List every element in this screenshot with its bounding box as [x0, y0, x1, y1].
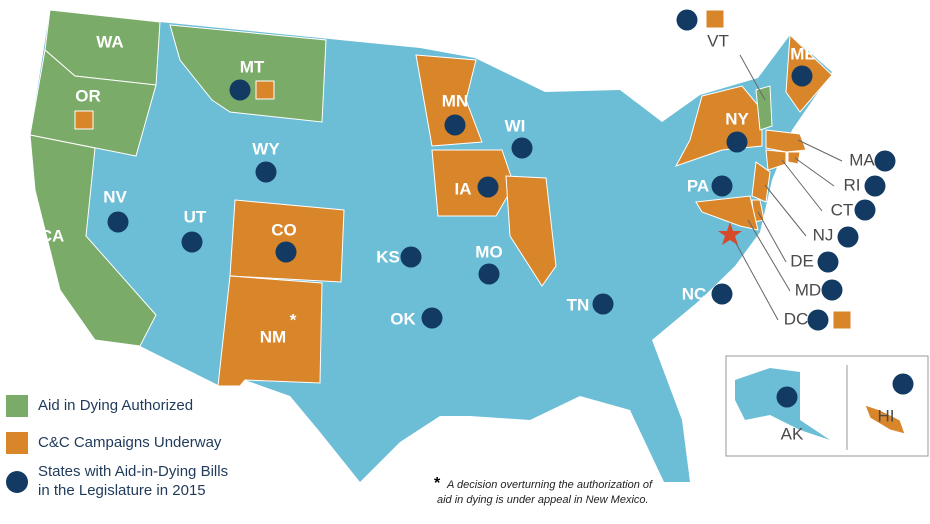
legend-label: C&C Campaigns Underway [38, 434, 222, 451]
state-label: OR [75, 86, 101, 105]
state-label: HI [878, 406, 895, 425]
bill-dot [874, 150, 896, 172]
state-label: CT [831, 200, 854, 219]
state-shape [229, 199, 345, 283]
legend-dot [6, 471, 28, 493]
state-label: NV [103, 187, 127, 206]
campaign-square [74, 110, 94, 130]
footnote-text: A decision overturning the authorization… [446, 479, 653, 491]
bill-dot [181, 231, 203, 253]
state-label: TN [567, 295, 590, 314]
legend-label: Aid in Dying Authorized [38, 397, 193, 414]
bill-dot [275, 241, 297, 263]
state-label: NC [682, 284, 707, 303]
state-shape [751, 161, 771, 203]
bill-dot [776, 386, 798, 408]
bill-dot [817, 251, 839, 273]
state-shape [765, 149, 787, 171]
bill-dot [478, 263, 500, 285]
campaign-square [705, 9, 725, 29]
leader-line [731, 235, 779, 321]
state-label: NM [260, 327, 286, 346]
legend-swatch [6, 395, 28, 417]
bill-dot [837, 226, 859, 248]
bill-dot [592, 293, 614, 315]
bill-dot [892, 373, 914, 395]
legend-label: in the Legislature in 2015 [38, 482, 206, 499]
bill-dot [676, 9, 698, 31]
footnote-text: aid in dying is under appeal in New Mexi… [437, 494, 649, 506]
leader-line [757, 211, 787, 263]
state-label: PA [687, 176, 709, 195]
bill-dot [791, 65, 813, 87]
dc-star [718, 222, 742, 245]
state-shape [431, 149, 515, 217]
leader-line [781, 159, 823, 212]
state-label: VT [707, 31, 729, 50]
bill-dot [255, 161, 277, 183]
bill-dot [477, 176, 499, 198]
leader-line [747, 219, 791, 292]
bill-dot [711, 175, 733, 197]
bill-dot [821, 279, 843, 301]
state-shape [765, 129, 807, 153]
state-label: DC [784, 309, 809, 328]
state-label: MO [475, 242, 502, 261]
bill-dot [726, 131, 748, 153]
state-shape [29, 49, 157, 157]
state-label: RI [844, 175, 861, 194]
state-label: MT [240, 57, 265, 76]
leader-line [764, 184, 807, 237]
bill-dot [711, 283, 733, 305]
state-label: KS [376, 247, 400, 266]
state-label: ME [790, 44, 816, 63]
state-label: AK [781, 424, 804, 443]
legend-label: States with Aid-in-Dying Bills [38, 463, 228, 480]
state-shape [505, 175, 557, 287]
state-label: NY [725, 109, 749, 128]
campaign-square [255, 80, 275, 100]
leader-line [739, 54, 766, 101]
state-label: UT [184, 207, 207, 226]
bill-dot [421, 307, 443, 329]
bill-dot [807, 309, 829, 331]
state-label: IA [455, 179, 472, 198]
legend-swatch [6, 432, 28, 454]
state-label: CA [40, 226, 65, 245]
leader-line [797, 139, 843, 162]
state-label: OK [390, 309, 416, 328]
state-label: WY [252, 139, 280, 158]
footnote-mark: * [434, 475, 441, 492]
bill-dot [400, 246, 422, 268]
state-shape [415, 54, 483, 147]
state-shape [217, 275, 323, 387]
state-shape [29, 134, 157, 347]
bill-dot [511, 137, 533, 159]
state-shape [695, 195, 759, 231]
note-marker: * [290, 310, 297, 329]
bill-dot [854, 199, 876, 221]
state-label: MN [442, 91, 468, 110]
state-shape [864, 404, 906, 435]
bill-dot [864, 175, 886, 197]
state-shape [755, 85, 773, 131]
state-label: DE [790, 251, 814, 270]
state-shape [787, 151, 801, 165]
bill-dot [107, 211, 129, 233]
state-label: WI [505, 116, 526, 135]
state-label: MD [795, 280, 821, 299]
campaign-square [832, 310, 852, 330]
state-label: NJ [813, 225, 834, 244]
state-label: MA [849, 150, 875, 169]
bill-dot [229, 79, 251, 101]
leader-line [794, 157, 835, 187]
state-label: WA [96, 32, 123, 51]
state-label: CO [271, 220, 297, 239]
bill-dot [444, 114, 466, 136]
state-shape [169, 24, 327, 123]
